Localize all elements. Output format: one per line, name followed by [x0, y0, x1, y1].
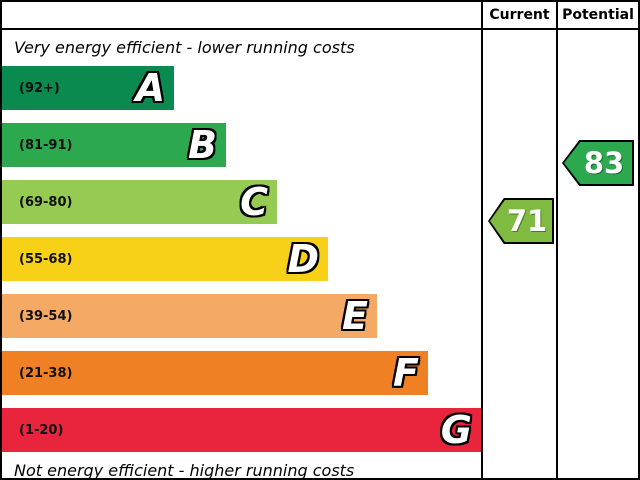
potential-column-header: Potential [562, 7, 634, 23]
band-bars: (92+) A (81-91) B (69-80) C (55-68) D (3… [2, 66, 481, 465]
band-letter: G [440, 408, 472, 452]
band-letter: C [240, 180, 268, 224]
current-rating-arrow: 71 [488, 198, 554, 244]
band-row-e: (39-54) E [2, 294, 377, 338]
band-row-g: (1-20) G [2, 408, 481, 452]
band-letter: F [393, 351, 419, 395]
bottom-caption: Not energy efficient - higher running co… [14, 461, 355, 480]
band-row-b: (81-91) B [2, 123, 226, 167]
band-row-f: (21-38) F [2, 351, 428, 395]
potential-rating-value: 83 [583, 145, 625, 180]
band-letter: D [287, 237, 319, 281]
band-range: (1-20) [19, 422, 64, 438]
arrow-fill: 71 [490, 200, 552, 242]
band-range: (39-54) [19, 308, 73, 324]
top-caption: Very energy efficient - lower running co… [14, 38, 355, 57]
band-row-c: (69-80) C [2, 180, 277, 224]
band-range: (69-80) [19, 194, 73, 210]
band-letter: A [135, 66, 165, 110]
potential-column-divider [556, 2, 558, 478]
band-range: (55-68) [19, 251, 73, 267]
current-rating-value: 71 [506, 203, 548, 238]
band-row-d: (55-68) D [2, 237, 328, 281]
band-range: (81-91) [19, 137, 73, 153]
band-letter: B [188, 123, 217, 167]
band-range: (92+) [19, 80, 60, 96]
potential-rating-arrow: 83 [562, 140, 634, 186]
current-column-header: Current [489, 7, 550, 23]
header-divider-line [2, 28, 638, 30]
band-row-a: (92+) A [2, 66, 174, 110]
arrow-fill: 83 [564, 142, 632, 184]
band-letter: E [342, 294, 368, 338]
current-column-divider [481, 2, 483, 478]
band-range: (21-38) [19, 365, 73, 381]
